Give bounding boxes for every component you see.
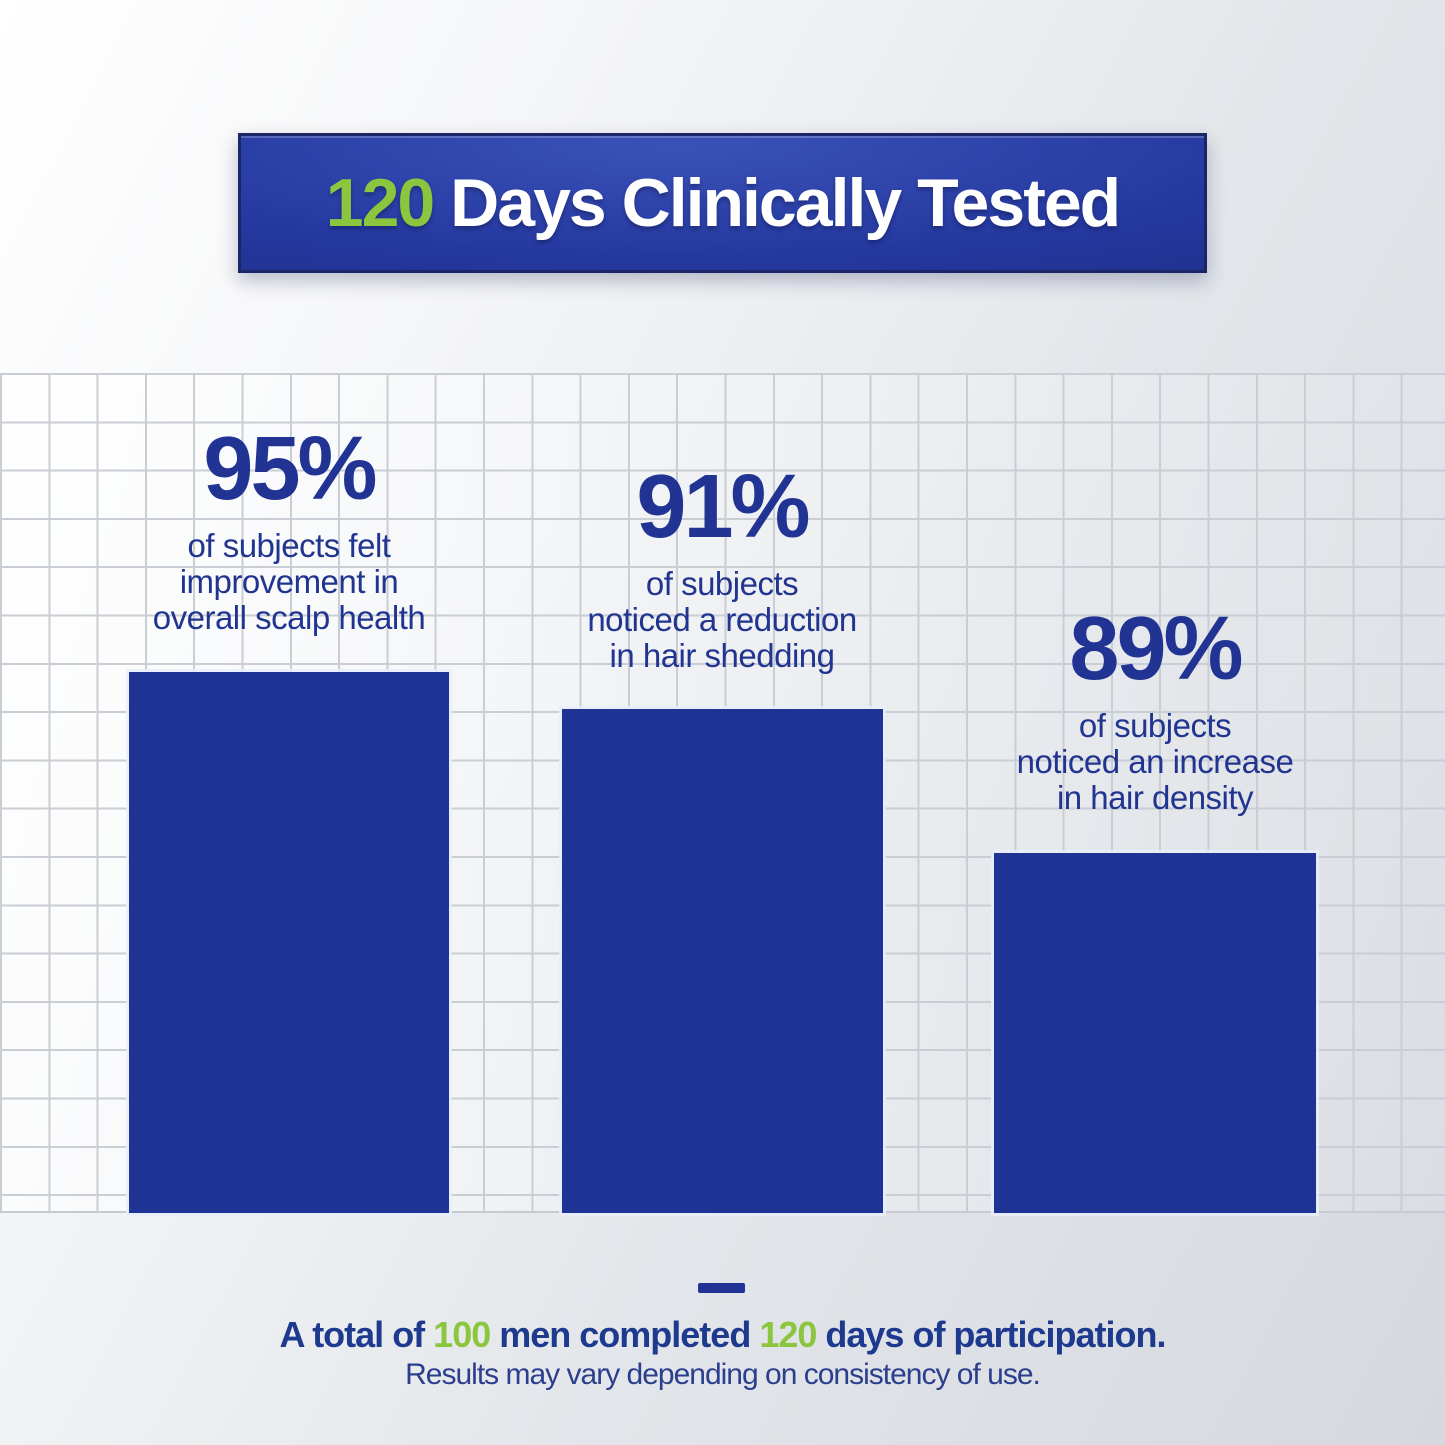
stat-description: of subjects felt improvement in overall … <box>74 528 504 636</box>
stat-description-line: overall scalp health <box>152 599 426 636</box>
stat-description-line: in hair density <box>1056 779 1254 816</box>
footer-summary-mid: men completed <box>490 1314 760 1355</box>
footer-men-count: 100 <box>433 1314 491 1355</box>
footer-divider-dash <box>698 1283 745 1293</box>
footer-disclaimer: Results may vary depending on consistenc… <box>405 1358 1041 1391</box>
footer-days-count: 120 <box>759 1314 817 1355</box>
chart-bar-hair-shedding <box>562 709 883 1213</box>
chart-bar-scalp-health <box>129 672 449 1213</box>
stat-description-line: of subjects felt <box>187 527 391 564</box>
title-days-count: 120 <box>325 165 435 241</box>
stat-block-scalp-health: 95% of subjects felt improvement in over… <box>74 424 504 636</box>
footer-summary-suffix: days of participation. <box>816 1314 1166 1355</box>
stat-description-line: improvement in <box>179 563 399 600</box>
stat-value: 95% <box>203 419 377 519</box>
stat-description-line: of subjects <box>1078 707 1232 744</box>
footer-summary: A total of 100 men completed 120 days of… <box>0 1314 1445 1356</box>
footer-summary-prefix: A total of <box>279 1314 434 1355</box>
stat-block-hair-shedding: 91% of subjects noticed a reduction in h… <box>507 462 937 674</box>
stat-description-line: of subjects <box>645 565 799 602</box>
title-rest: Days Clinically Tested <box>433 165 1121 241</box>
stat-description-line: noticed an increase <box>1016 743 1294 780</box>
stat-description: of subjects noticed an increase in hair … <box>940 708 1370 816</box>
stat-description: of subjects noticed a reduction in hair … <box>507 566 937 674</box>
stat-block-hair-density: 89% of subjects noticed an increase in h… <box>940 604 1370 816</box>
page-title: 120 Days Clinically Tested <box>325 164 1121 242</box>
stat-description-line: in hair shedding <box>609 637 836 674</box>
stat-value: 91% <box>636 457 810 557</box>
title-banner: 120 Days Clinically Tested <box>238 133 1207 273</box>
chart-bar-hair-density <box>994 853 1316 1213</box>
stat-description-line: noticed a reduction <box>587 601 857 638</box>
stat-value: 89% <box>1069 599 1243 699</box>
